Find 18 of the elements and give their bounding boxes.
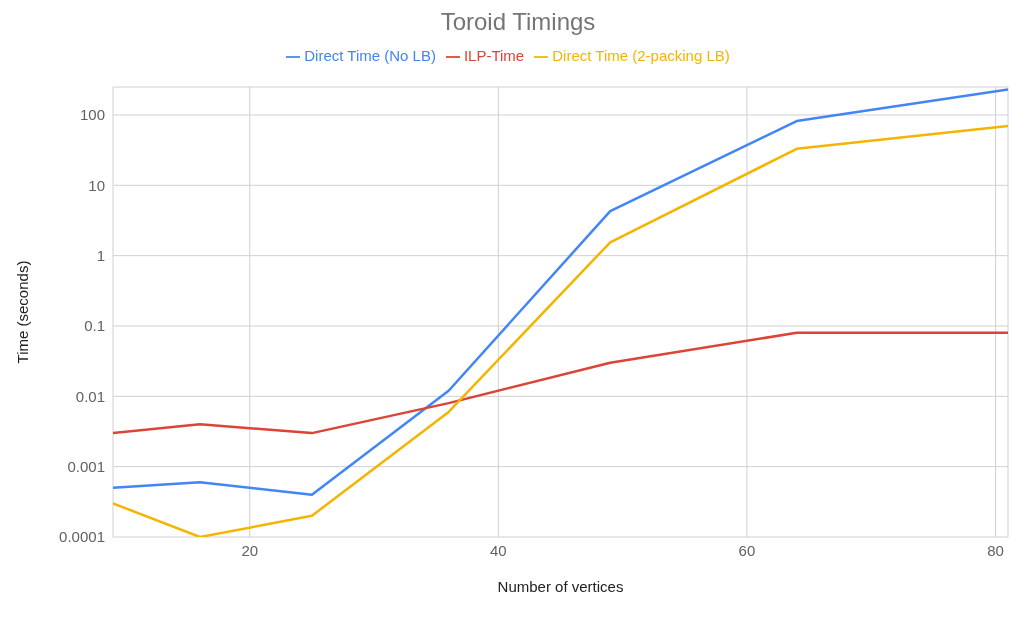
y-tick-label: 10 xyxy=(88,176,105,194)
line-series xyxy=(113,331,1008,435)
x-tick-label: 20 xyxy=(241,541,259,559)
y-tick-label: 0.1 xyxy=(84,317,105,335)
y-axis-title: Time (seconds) xyxy=(14,260,32,364)
x-tick-label: 60 xyxy=(738,541,756,559)
legend-label: ILP-Time xyxy=(463,47,525,64)
legend-label: Direct Time (No LB) xyxy=(304,47,436,64)
y-tick-label: 0.001 xyxy=(67,457,105,475)
y-tick-label: 0.01 xyxy=(75,387,105,405)
x-axis-title: Number of vertices xyxy=(497,578,624,595)
y-tick-label: 1 xyxy=(96,246,105,264)
y-tick-label: 0.0001 xyxy=(59,528,105,546)
chart-title: Toroid Timings xyxy=(439,8,597,37)
y-tick-label: 100 xyxy=(79,106,105,124)
x-tick-label: 40 xyxy=(490,541,507,559)
legend-label: Direct Time (2-packing LB) xyxy=(552,47,730,64)
x-tick-label: 80 xyxy=(987,541,1004,559)
